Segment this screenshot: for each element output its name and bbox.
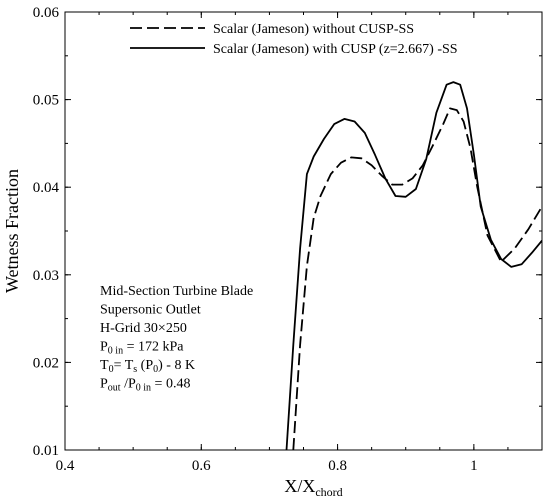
y-tick-label: 0.04: [33, 180, 60, 196]
y-tick-label: 0.06: [33, 5, 60, 21]
series-line-with-cusp: [285, 81, 542, 450]
x-axis-label-sub: chord: [315, 485, 342, 498]
y-tick-label: 0.01: [33, 443, 59, 459]
x-tick-label: 0.8: [328, 458, 347, 474]
x-tick-label: 0.4: [56, 458, 75, 474]
y-axis-label: Wetness Fraction: [2, 169, 22, 293]
legend-label: Scalar (Jameson) without CUSP-SS: [213, 22, 414, 37]
annotation-text: /P: [121, 377, 136, 392]
annotation-subscript: 0 in: [108, 346, 123, 357]
annotation-text: H-Grid 30×250: [100, 321, 187, 336]
legend: Scalar (Jameson) without CUSP-SS Scalar (…: [130, 22, 458, 57]
annotation-subscript: 0 in: [136, 383, 151, 394]
y-tick-label: 0.05: [33, 93, 59, 109]
annotation-line: H-Grid 30×250: [100, 321, 187, 336]
annotation-text: P: [100, 377, 108, 392]
annotation-line: Pout /P0 in = 0.48: [100, 377, 190, 394]
legend-label: Scalar (Jameson) with CUSP (z=2.667) -SS: [213, 42, 458, 57]
annotation-text: P: [100, 340, 108, 355]
annotation-text: (P: [137, 358, 153, 373]
series-layer: [285, 81, 542, 450]
annotation-text: = 0.48: [151, 377, 190, 392]
annotation-text: = 172 kPa: [123, 340, 184, 355]
y-tick-label: 0.02: [33, 355, 59, 371]
annotation-line: P0 in = 172 kPa: [100, 340, 184, 357]
annotation-subscript: 0: [153, 364, 158, 375]
annotation-line: Mid-Section Turbine Blade: [100, 284, 253, 299]
annotation-text: T: [100, 358, 109, 373]
series-line-without-cusp: [292, 107, 542, 450]
x-axis: 0.4 0.6 0.8 1: [56, 12, 543, 474]
annotation-line: T0= Ts (P0) - 8 K: [100, 358, 195, 375]
annotation-text: = T: [114, 358, 134, 373]
x-tick-label: 1: [470, 458, 478, 474]
annotation-text: ) - 8 K: [158, 358, 195, 373]
x-axis-label-main: X/X: [284, 476, 315, 496]
annotation-box: Mid-Section Turbine Blade Supersonic Outl…: [100, 284, 253, 394]
annotation-subscript: 0: [109, 364, 114, 375]
y-axis: 0.01 0.02 0.03 0.04 0.05 0.06: [33, 5, 542, 459]
annotation-line: Supersonic Outlet: [100, 303, 201, 318]
annotation-subscript: s: [133, 364, 137, 375]
y-tick-label: 0.03: [33, 268, 59, 284]
annotation-subscript: out: [108, 383, 121, 394]
annotation-text: Supersonic Outlet: [100, 303, 201, 318]
x-tick-label: 0.6: [192, 458, 211, 474]
annotation-text: Mid-Section Turbine Blade: [100, 284, 253, 299]
x-axis-label: X/Xchord: [284, 476, 342, 498]
